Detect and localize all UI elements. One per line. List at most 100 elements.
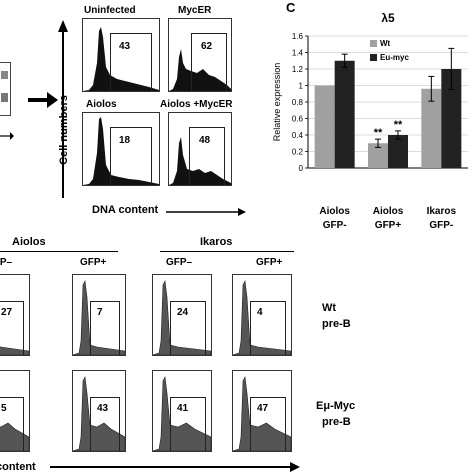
bottom-histogram: 47	[232, 370, 292, 452]
row-label-wt-2: pre-B	[322, 318, 351, 330]
bottom-x-arrow-icon	[50, 462, 300, 472]
s-phase-gate	[110, 127, 152, 185]
group-underline-aiolos	[0, 251, 118, 252]
subgroup-aiolos-gfp-minus: GFP–	[0, 257, 13, 268]
histogram-curve	[233, 375, 291, 451]
s-phase-gate	[191, 33, 227, 91]
y-tick-label: 1	[299, 82, 304, 91]
histogram-mycer: 62	[168, 18, 232, 92]
histogram-curve	[233, 279, 291, 355]
dna-content-label: DNA content	[92, 204, 159, 216]
histogram-curve	[0, 422, 29, 451]
subgroup-aiolos-gfp-plus: GFP+	[80, 257, 107, 268]
gate-value: 7	[97, 307, 103, 318]
gate-value: 43	[119, 41, 131, 52]
s-phase-gate	[0, 301, 24, 355]
legend-label: Wt	[380, 39, 391, 48]
gate-value: 62	[201, 41, 213, 52]
left-arrow-icon	[0, 132, 14, 140]
cell-numbers-axis-arrow	[62, 28, 64, 198]
s-phase-gate	[90, 301, 120, 355]
significance-marker: **	[394, 119, 403, 131]
gate-value: 43	[97, 403, 109, 414]
category-label: GFP-	[429, 220, 453, 230]
y-tick-label: 0.2	[292, 148, 304, 157]
bar	[441, 69, 462, 168]
subgroup-ikaros-gfp-plus: GFP+	[256, 257, 283, 268]
s-phase-gate	[170, 397, 206, 451]
category-label: GFP+	[375, 220, 402, 230]
histogram-curve	[83, 27, 159, 91]
lambda5-bar-chart: λ5 0 0.2 0.4 0.6 0.8 1 1.2 1.4 1.6 Relative expres…	[272, 11, 468, 230]
gate-value: 18	[119, 135, 131, 146]
legend-swatch	[370, 54, 377, 61]
bottom-histogram: 41	[152, 370, 212, 452]
bar	[314, 85, 335, 168]
row-label-myc-2: pre-B	[322, 416, 351, 428]
bottom-histogram: 24	[152, 274, 212, 356]
bottom-histogram: 7	[72, 274, 126, 356]
significance-marker: **	[374, 127, 383, 139]
bottom-histogram: 43	[72, 370, 126, 452]
y-tick-label: 1.4	[292, 49, 304, 58]
subgroup-ikaros-gfp-minus: GFP–	[166, 257, 193, 268]
gate-value: 27	[1, 307, 13, 318]
s-phase-gate	[250, 397, 286, 451]
group-label-aiolos: Aiolos	[12, 236, 46, 248]
bar	[368, 143, 388, 168]
s-phase-gate	[0, 397, 24, 451]
bottom-x-label: content	[0, 461, 36, 473]
s-phase-gate	[189, 127, 225, 185]
bar	[388, 135, 408, 168]
y-tick-label: 1.2	[292, 65, 304, 74]
histogram-curve	[153, 279, 211, 355]
hist-label-mycer: MycER	[178, 5, 212, 16]
y-tick-label: 1.6	[292, 32, 304, 41]
bar	[334, 60, 355, 168]
group-underline-ikaros	[160, 251, 294, 252]
histogram-curve	[169, 137, 231, 185]
bottom-histogram: 5	[0, 370, 30, 452]
s-phase-gate	[170, 301, 206, 355]
gate-value: 4	[257, 307, 263, 318]
category-label: Aiolos	[373, 206, 404, 217]
dna-content-arrow-icon	[166, 208, 246, 216]
histogram-curve	[153, 375, 211, 451]
bottom-histogram: 27	[0, 274, 30, 356]
hist-label-uninfected: Uninfected	[84, 5, 136, 16]
hist-label-aiolos-mycer: Aiolos +MycER	[160, 99, 233, 110]
s-phase-gate	[90, 397, 120, 451]
row-label-wt-1: Wt	[322, 302, 337, 314]
gate-value: 47	[257, 403, 269, 414]
category-label: Aiolos	[319, 206, 350, 217]
histogram-curve	[83, 117, 159, 185]
histogram-curve	[0, 346, 29, 355]
chart-title: λ5	[381, 11, 395, 25]
s-phase-gate	[250, 301, 286, 355]
y-tick-label: 0.8	[292, 98, 304, 107]
y-tick-label: 0.4	[292, 131, 304, 140]
panel-c-letter: C	[286, 0, 296, 15]
histogram-uninfected: 43	[82, 18, 160, 92]
group-label-ikaros: Ikaros	[200, 236, 233, 248]
gate-value: 48	[199, 135, 211, 146]
hist-label-aiolos: Aiolos	[86, 99, 117, 110]
s-phase-gate	[110, 33, 152, 91]
gate-value: 24	[177, 307, 189, 318]
y-tick-label: 0	[299, 164, 304, 173]
arrow-up-icon	[58, 20, 68, 32]
y-tick-label: 0.6	[292, 115, 304, 124]
bottom-histogram: 4	[232, 274, 292, 356]
cell-numbers-label: Cell numbers	[58, 95, 70, 165]
flow-arrow-icon	[28, 92, 58, 108]
histogram-curve	[169, 49, 231, 91]
gate-value: 5	[1, 403, 7, 414]
y-axis-label: Relative expression	[272, 63, 282, 142]
gate-value: 41	[177, 403, 189, 414]
facs-scatter-thumbnail	[0, 62, 11, 116]
histogram-curve	[73, 279, 125, 355]
category-label: Ikaros	[427, 206, 457, 217]
bar	[421, 88, 442, 168]
histogram-aiolos-mycer: 48	[168, 112, 232, 186]
histogram-aiolos: 18	[82, 112, 160, 186]
